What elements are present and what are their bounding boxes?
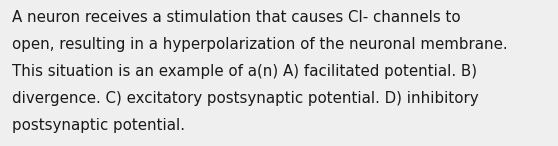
Text: postsynaptic potential.: postsynaptic potential. bbox=[12, 118, 185, 133]
Text: A neuron receives a stimulation that causes Cl- channels to: A neuron receives a stimulation that cau… bbox=[12, 10, 461, 25]
Text: divergence. C) excitatory postsynaptic potential. D) inhibitory: divergence. C) excitatory postsynaptic p… bbox=[12, 91, 479, 106]
Text: This situation is an example of a(n) A) facilitated potential. B): This situation is an example of a(n) A) … bbox=[12, 64, 478, 79]
Text: open, resulting in a hyperpolarization of the neuronal membrane.: open, resulting in a hyperpolarization o… bbox=[12, 37, 508, 52]
